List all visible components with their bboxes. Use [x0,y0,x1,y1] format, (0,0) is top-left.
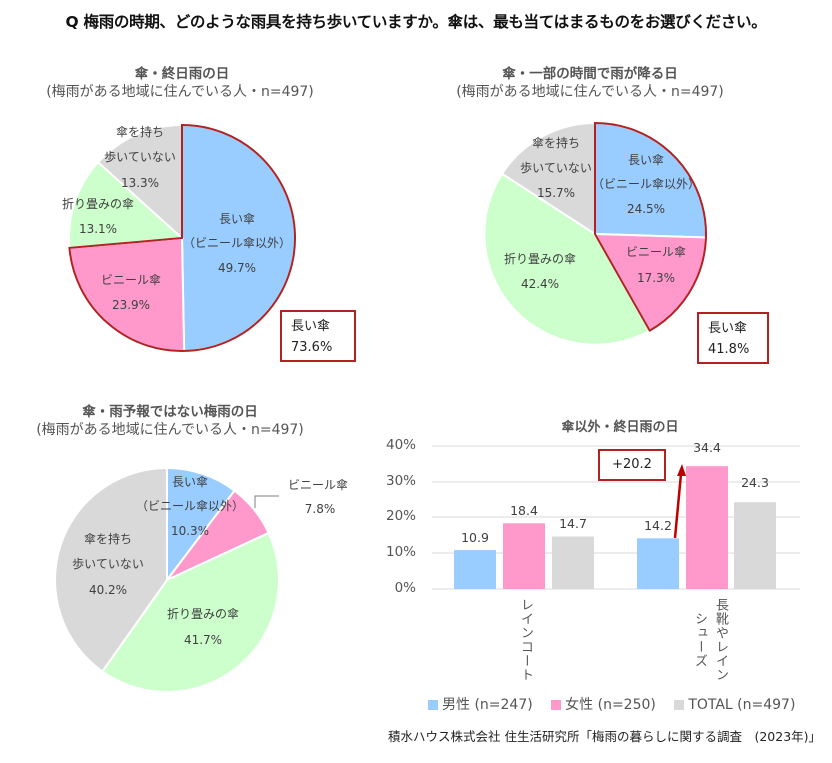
bar-boots-male [637,538,679,589]
pie3-none-label: 傘を持ち [83,532,133,546]
pie1-long-label-2: （ビニール傘以外） [182,236,292,250]
pie2-slice-folding-umbrella [483,172,652,346]
pie3-none-label-2: 歩いていない [72,557,144,571]
diff-annotation-text: +20.2 [612,457,652,472]
pie3-slice-long-umbrella [166,466,236,583]
pie1-folding-label: 折り畳みの傘 [61,197,135,211]
pie3-slice-folding-umbrella [100,531,280,693]
pie2-slice-none [500,121,596,236]
legend-swatch-total [674,700,685,710]
pie1-subtitle: (梅雨がある地域に住んでいる人・n=497) [46,84,314,100]
pie2-none-label-2: 歩いていない [520,161,592,175]
pie1-none-label-2: 歩いていない [104,150,176,164]
value-boots-female: 34.4 [693,440,721,455]
bar-raincoat-female [503,523,545,589]
ytick-40: 40% [385,437,416,453]
pie1-slice-folding-umbrella [68,160,185,250]
pie2-none-value: 15.7% [536,186,576,200]
pie1-long-label: 長い傘 [218,212,256,226]
pie1-callout-label: 長い傘 [291,319,331,334]
pie2-title: 傘・一部の時間で雨が降る日 [502,66,678,82]
ytick-10: 10% [385,544,416,560]
pie2-subtitle: (梅雨がある地域に住んでいる人・n=497) [456,84,724,100]
legend-female: 女性 (n=250) [551,697,656,713]
pie1-long-value: 49.7% [217,261,257,275]
pie3-long-value: 10.3% [170,524,210,538]
pie2-callout-label: 長い傘 [708,321,748,336]
pie3 [54,466,280,693]
ytick-20: 20% [385,508,416,524]
pie2-callout: 長い傘 41.8% [697,312,769,364]
bar-title: 傘以外・終日雨の日 [561,420,679,435]
pie3-subtitle: (梅雨がある地域に住んでいる人・n=497) [36,422,304,438]
pie2-folding-label: 折り畳みの傘 [503,252,577,266]
pie1-vinyl-label: ビニール傘 [100,273,162,287]
pie1-vinyl-value: 23.9% [111,298,151,312]
pie2-highlight-outline [594,121,707,332]
value-boots-total: 24.3 [741,475,769,490]
legend-female-label: 女性 (n=250) [565,697,656,713]
bar-legend: 男性 (n=247) 女性 (n=250) TOTAL (n=497) [428,694,809,714]
legend-swatch-male [428,700,438,710]
pie3-long-label: 長い傘 [171,475,209,489]
pie1-callout: 長い傘 73.6% [280,310,356,362]
pie1-none-label: 傘を持ち [115,125,165,139]
pie3-folding-label: 折り畳みの傘 [166,607,240,621]
legend-male-label: 男性 (n=247) [442,697,533,713]
diff-arrow [673,464,686,539]
category-boots-line1: 長靴やレイン [713,598,728,682]
pie1-folding-value: 13.1% [78,222,118,236]
pie3-leader-line [254,495,279,508]
diff-annotation-box: +20.2 [598,449,666,481]
pie1-none-value: 13.3% [120,176,160,190]
category-raincoat: レインコート [518,598,533,682]
pie2 [483,121,707,346]
pie2-vinyl-value: 17.3% [636,271,676,285]
pie2-callout-value: 41.8% [708,342,750,357]
bar-boots-female [686,466,728,589]
pie3-none-value: 40.2% [88,583,128,597]
bar-raincoat-male [454,550,496,589]
source-credit: 積水ハウス株式会社 住生活研究所「梅雨の暮らしに関する調査 (2023年)」 [388,729,822,744]
ytick-30: 30% [385,473,416,489]
legend-swatch-female [551,700,562,710]
pie1 [68,123,297,353]
bar-boots-total [734,502,776,589]
pie1-callout-value: 73.6% [291,340,333,355]
value-raincoat-total: 14.7 [559,516,587,531]
pie3-vinyl-label: ビニール傘 [287,478,349,492]
value-boots-male: 14.2 [644,518,672,533]
pie1-title: 傘・終日雨の日 [134,66,230,82]
pie1-highlight-outline [68,123,297,352]
pie3-title: 傘・雨予報ではない梅雨の日 [82,404,258,420]
question-title: Q 梅雨の時期、どのような雨具を持ち歩いていますか。傘は、最も当てはまるものをお… [65,13,767,31]
pie2-long-value: 24.5% [626,202,666,216]
pie3-folding-value: 41.7% [183,633,223,647]
pie2-folding-value: 42.4% [520,277,560,291]
pie1-slice-none [96,123,183,241]
legend-male: 男性 (n=247) [428,697,533,713]
value-raincoat-female: 18.4 [510,503,538,518]
legend-total: TOTAL (n=497) [674,697,795,713]
ytick-0: 0% [394,580,416,596]
pie3-slice-none [54,466,168,673]
pie3-long-label-2: （ビニール傘以外） [135,499,245,513]
pie3-vinyl-value: 7.8% [304,502,336,516]
bar-raincoat-total [552,536,594,589]
pie2-none-label: 傘を持ち [531,136,581,150]
pie2-long-label-2: （ビニール傘以外） [591,177,701,191]
value-raincoat-male: 10.9 [461,530,489,545]
bar-series [454,466,776,589]
category-boots-line2: シューズ [692,612,707,668]
pie2-long-label: 長い傘 [627,153,665,167]
legend-total-label: TOTAL (n=497) [688,697,796,713]
pie2-vinyl-label: ビニール傘 [625,245,687,259]
